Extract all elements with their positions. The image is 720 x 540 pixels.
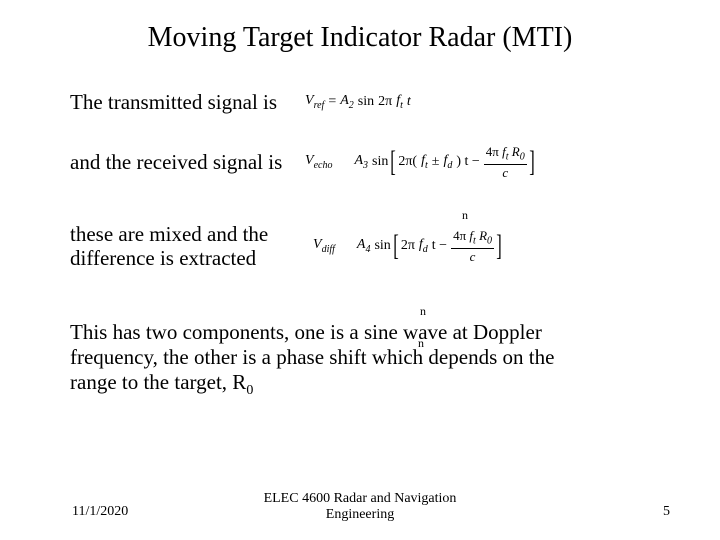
eq1-fsub: t xyxy=(400,100,403,111)
eq3-num-r: R xyxy=(476,228,487,243)
row-received: and the received signal is Vecho A3 sin … xyxy=(70,145,670,179)
para-line2: frequency, the other is a phase shift wh… xyxy=(70,345,554,369)
eq3-vsub: diff xyxy=(322,244,335,255)
eq2-lbracket: [ xyxy=(391,150,397,174)
lead-difference: these are mixed and the difference is ex… xyxy=(70,222,305,270)
slide-title: Moving Target Indicator Radar (MTI) xyxy=(0,22,720,54)
eq2-inner1: 2π( xyxy=(398,154,417,170)
eq1-t: t xyxy=(407,94,411,110)
eq2-sin: sin xyxy=(372,154,388,170)
footer-course-l2: Engineering xyxy=(326,507,394,522)
equation-vdiff: Vdiff A4 sin [ 2π fd t − 4π ft R0 c ] xyxy=(313,229,500,263)
eq3-inner1: 2π xyxy=(401,238,415,254)
row-transmitted: The transmitted signal is Vref = A2 sin … xyxy=(70,90,670,114)
eq3-asub: 4 xyxy=(365,244,370,255)
para-line3: range to the target, R xyxy=(70,370,246,394)
eq3-num-rsub: 0 xyxy=(487,236,492,247)
eq2-vsub: echo xyxy=(314,160,333,171)
eq2-den: c xyxy=(500,165,510,179)
eq1-v: V xyxy=(305,93,314,108)
eq2-v: V xyxy=(305,153,314,168)
row-difference: these are mixed and the difference is ex… xyxy=(70,222,670,270)
eq2-fdsub: d xyxy=(447,160,452,171)
eq2-a: A xyxy=(354,153,363,168)
eq2-frac: 4π ft R0 c xyxy=(484,145,527,179)
eq3-inner2: t − xyxy=(432,238,447,254)
eq3-den: c xyxy=(468,249,478,263)
eq3-lbracket: [ xyxy=(393,234,399,258)
eq2-pm: ± xyxy=(432,154,440,170)
equation-vecho: Vecho A3 sin [ 2π( ft ± fd ) t − 4π ft R… xyxy=(305,145,533,179)
para-sub0: 0 xyxy=(246,383,253,398)
eq1-equals: = xyxy=(328,94,336,110)
eq2-asub: 3 xyxy=(363,160,368,171)
eq2-ftsub: t xyxy=(425,160,428,171)
eq2-rbracket: ] xyxy=(529,150,535,174)
eq1-a: A xyxy=(340,93,349,108)
eq1-sin: sin xyxy=(358,94,374,110)
stray-n-1: n xyxy=(462,208,468,223)
eq2-inner2: ) t − xyxy=(456,154,479,170)
lead-received: and the received signal is xyxy=(70,150,305,174)
explanation-paragraph: This has two components, one is a sine w… xyxy=(70,320,660,399)
eq1-2pi: 2π xyxy=(378,94,392,110)
eq3-v: V xyxy=(313,237,322,252)
eq1-asub: 2 xyxy=(349,100,354,111)
eq2-num-rsub: 0 xyxy=(520,152,525,163)
footer-page-number: 5 xyxy=(663,504,670,520)
eq3-rbracket: ] xyxy=(496,234,502,258)
eq3-frac: 4π ft R0 c xyxy=(451,229,494,263)
lead-transmitted: The transmitted signal is xyxy=(70,90,305,114)
eq2-num-pi: 4π xyxy=(486,144,502,159)
eq1-vsub: ref xyxy=(314,100,325,111)
para-line1: This has two components, one is a sine w… xyxy=(70,320,542,344)
footer-course: ELEC 4600 Radar and Navigation Engineeri… xyxy=(0,491,720,522)
slide: Moving Target Indicator Radar (MTI) The … xyxy=(0,0,720,540)
equation-vref: Vref = A2 sin 2π ft t xyxy=(305,93,411,111)
eq3-fdsub: d xyxy=(423,244,428,255)
eq2-num-r: R xyxy=(509,144,520,159)
footer-course-l1: ELEC 4600 Radar and Navigation xyxy=(264,491,457,506)
eq3-num-pi: 4π xyxy=(453,228,469,243)
eq3-sin: sin xyxy=(374,238,390,254)
stray-n-2: n xyxy=(420,304,426,319)
